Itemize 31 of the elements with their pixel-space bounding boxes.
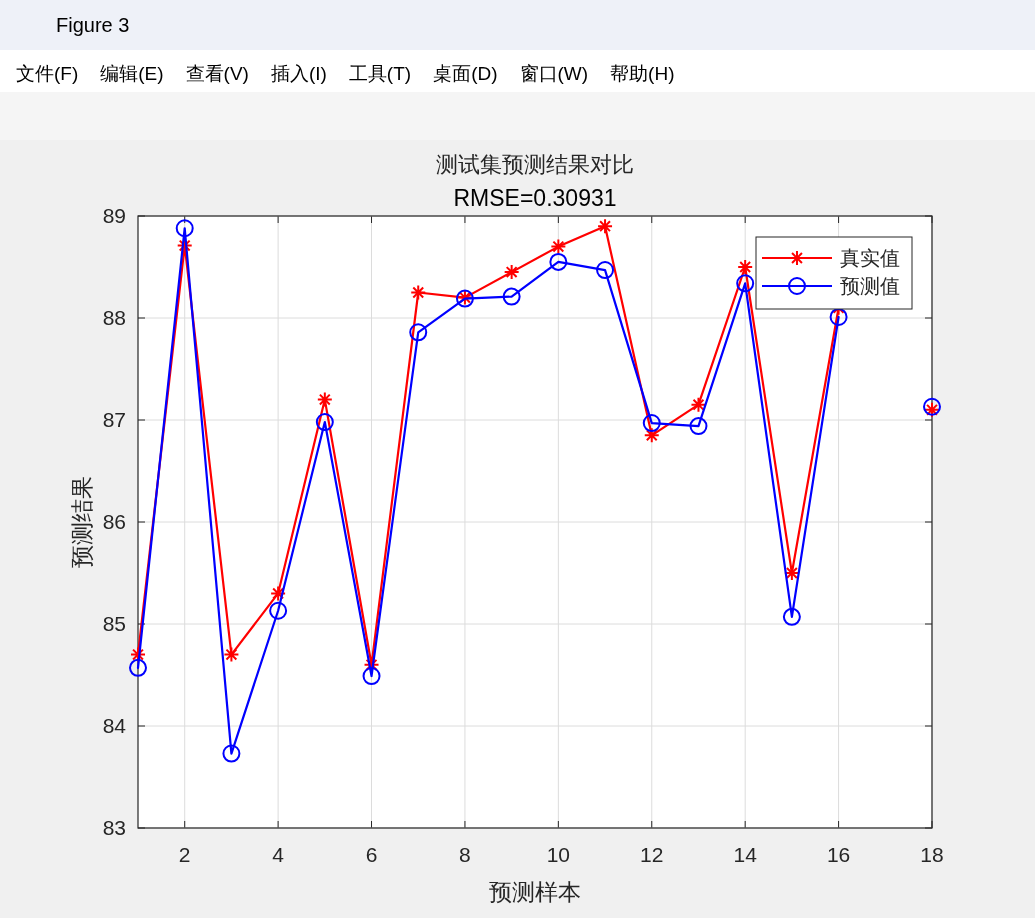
x-tick-label: 18	[920, 843, 944, 866]
x-tick-label: 8	[459, 843, 471, 866]
y-tick-label: 85	[102, 612, 126, 635]
text: 窗口(W)	[519, 63, 589, 84]
x-tick-label: 10	[546, 843, 571, 866]
y-tick-label: 86	[102, 510, 126, 533]
x-tick-label: 16	[826, 843, 851, 866]
chart-subtitle: RMSE=0.30931	[453, 185, 617, 211]
text: 工具(T)	[348, 63, 412, 84]
text: 插入(I)	[270, 63, 327, 84]
text: 文件(F)	[16, 63, 79, 84]
y-tick-label: 87	[102, 408, 126, 431]
y-axis-title: 预测结果	[69, 476, 95, 568]
chart-title: 测试集预测结果对比	[436, 152, 634, 177]
text: 帮助(H)	[610, 63, 675, 84]
y-tick-label: 84	[102, 714, 127, 737]
x-tick-label: 14	[733, 843, 758, 866]
caption: Figure 3	[56, 14, 130, 36]
x-tick-label: 6	[365, 843, 378, 866]
y-tick-label: 88	[102, 306, 126, 329]
text: 编辑(E)	[100, 63, 164, 84]
legend-label: 预测值	[840, 275, 900, 297]
y-tick-label: 89	[102, 204, 126, 227]
y-tick-label: 83	[102, 816, 126, 839]
x-tick-label: 12	[640, 843, 664, 866]
text: 桌面(D)	[433, 63, 498, 84]
x-axis-title: 预测样本	[489, 879, 581, 905]
legend-label: 真实值	[840, 247, 900, 269]
x-tick-label: 2	[178, 843, 191, 866]
x-tick-label: 4	[272, 843, 285, 866]
text: 查看(V)	[185, 63, 249, 84]
